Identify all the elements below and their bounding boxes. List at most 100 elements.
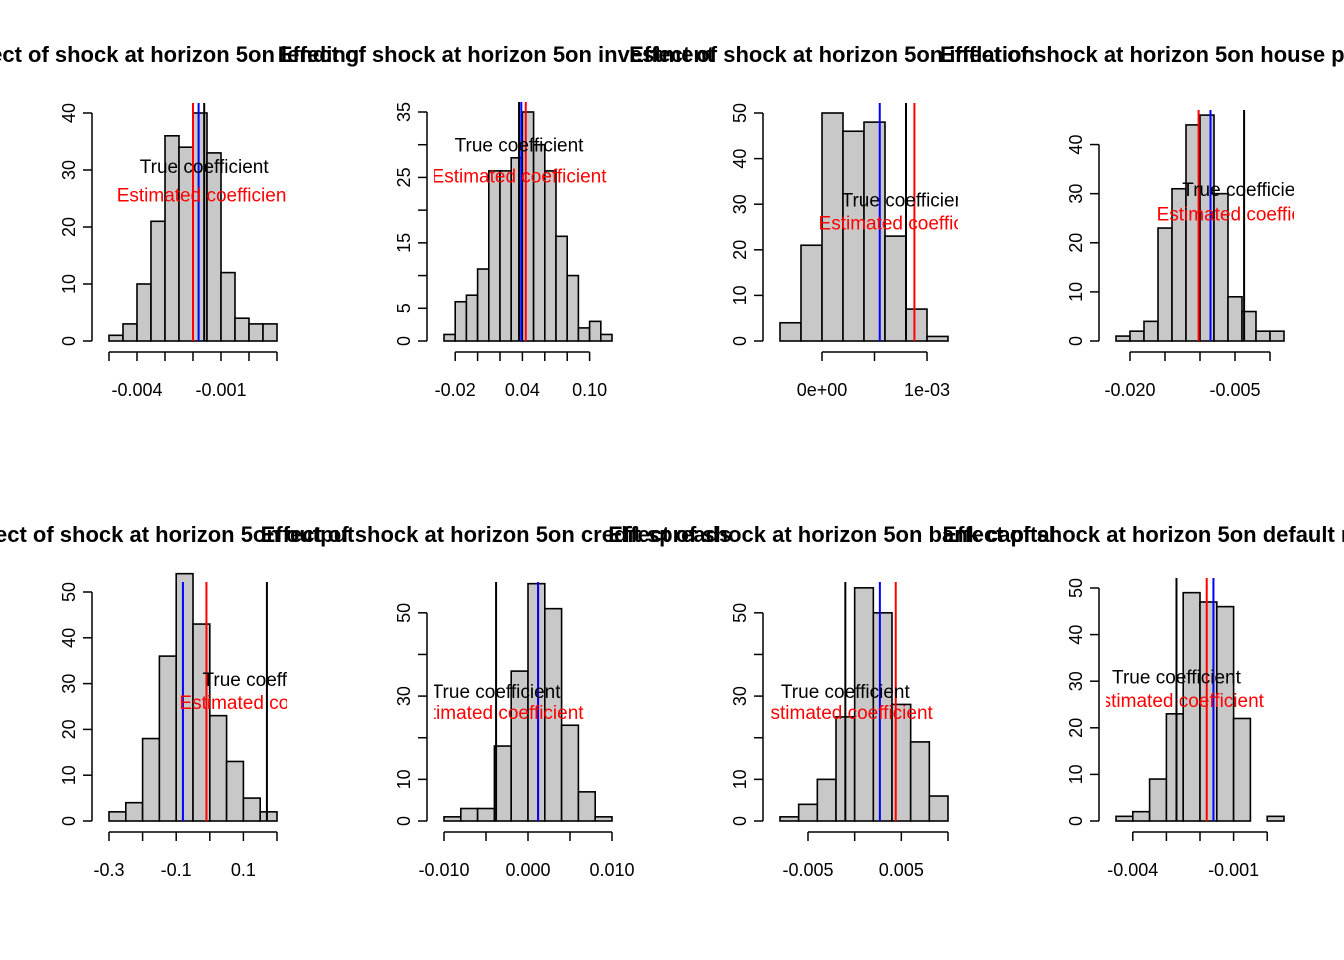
histogram-bar: [141, 737, 161, 822]
y-tick-label: 50: [59, 582, 79, 602]
y-tick-label: 30: [59, 160, 79, 180]
estimated-coefficient-label: Estimated coefficient: [432, 167, 608, 188]
histogram-bar: [465, 294, 479, 342]
y-tick-label: 20: [1066, 233, 1086, 253]
panel-6: Effect of shock at horizon 5on credit sp…: [261, 522, 732, 880]
y-tick-label: 15: [394, 233, 414, 253]
histogram-bar: [909, 741, 931, 822]
histogram-bar: [1216, 605, 1235, 822]
histogram-bar: [1232, 717, 1252, 822]
x-tick-label: -0.001: [1208, 860, 1259, 880]
x-tick-label: -0.001: [195, 380, 246, 400]
y-tick-label: 40: [730, 149, 750, 169]
histogram-bar: [926, 335, 949, 342]
y-tick-label: 10: [1066, 764, 1086, 784]
true-coefficient-label: True coefficient: [202, 670, 332, 691]
y-tick-label: 30: [59, 674, 79, 694]
histogram-bar: [543, 170, 557, 342]
estimated-coefficient-label: Estimated coefficient: [1157, 205, 1333, 226]
histogram-bar: [816, 778, 837, 822]
estimated-coefficient-label: Estimated coefficient: [179, 693, 355, 714]
estimated-coefficient-label: Estimated coefficient: [1089, 691, 1265, 712]
x-tick-label: -0.1: [161, 860, 192, 880]
x-tick-label: 1e-03: [904, 380, 950, 400]
histogram-bar: [842, 130, 865, 342]
y-tick-label: 0: [59, 816, 79, 826]
panel-3: Effect of shock at horizon 5on inflation…: [629, 42, 1035, 400]
panel-2: Effect of shock at horizon 5on investmen…: [278, 42, 715, 400]
y-tick-label: 0: [394, 336, 414, 346]
histogram-bar: [560, 724, 580, 822]
histogram-bar: [779, 816, 800, 822]
histogram-bar: [1241, 310, 1257, 342]
y-tick-label: 5: [394, 303, 414, 313]
panel-title: Effect of shock at horizon 5on credit sp…: [261, 522, 732, 547]
histogram-bar: [797, 803, 819, 822]
histogram-bar: [1227, 295, 1243, 342]
y-tick-label: 10: [730, 285, 750, 305]
histogram-bar: [108, 334, 124, 342]
histogram-bar: [1148, 778, 1168, 822]
x-tick-label: -0.02: [435, 380, 476, 400]
panel-title: Effect of shock at horizon 5on default r…: [942, 522, 1344, 547]
y-tick-label: 10: [1066, 282, 1086, 302]
estimated-coefficient-label: Estimated coefficient: [758, 703, 934, 724]
y-tick-label: 20: [59, 719, 79, 739]
panel-4: Effect of shock at horizon 5on house pri…: [940, 42, 1344, 400]
y-tick-label: 25: [394, 167, 414, 187]
histogram-bar: [499, 170, 512, 342]
histogram-bar: [1213, 192, 1229, 342]
true-coefficient-label: True coefficient: [455, 135, 585, 156]
histogram-bar: [1132, 810, 1151, 822]
histogram-bar: [1269, 330, 1285, 342]
histogram-bar: [800, 244, 823, 342]
y-tick-label: 10: [59, 765, 79, 785]
histogram-bar: [1266, 815, 1285, 822]
y-tick-label: 0: [730, 336, 750, 346]
y-tick-label: 40: [1066, 625, 1086, 645]
y-tick-label: 50: [1066, 578, 1086, 598]
y-tick-label: 50: [730, 603, 750, 623]
panel-title: Effect of shock at horizon 5on bank capi…: [608, 522, 1055, 547]
panel-title: Effect of shock at horizon 5on inflation: [629, 42, 1035, 67]
y-tick-label: 10: [59, 274, 79, 294]
y-tick-label: 20: [59, 217, 79, 237]
panel-5: Effect of shock at horizon 5on output 0 10…: [0, 522, 355, 880]
histogram-bar: [1157, 227, 1173, 342]
estimated-coefficient-label: Estimated coefficient: [409, 703, 585, 724]
y-tick-label: 30: [730, 194, 750, 214]
x-tick-label: -0.010: [418, 860, 469, 880]
histogram-bar: [262, 323, 278, 342]
estimated-coefficient-label: Estimated coefficient: [819, 213, 995, 234]
histogram-bar: [242, 797, 261, 822]
histogram-bar: [476, 807, 496, 822]
panel-title: Effect of shock at horizon 5on lending: [0, 42, 359, 67]
histogram-bar: [1165, 713, 1185, 822]
histogram-bar: [599, 333, 613, 342]
y-tick-label: 0: [1066, 336, 1086, 346]
x-tick-label: 0.04: [505, 380, 540, 400]
x-tick-label: 0.1: [231, 860, 256, 880]
x-tick-label: -0.004: [111, 380, 162, 400]
y-tick-label: 10: [394, 769, 414, 789]
histogram-bar: [588, 320, 602, 342]
histogram-bar: [577, 327, 591, 342]
histogram-bar: [779, 321, 802, 342]
y-tick-label: 35: [394, 102, 414, 122]
histogram-bar: [577, 791, 597, 822]
y-tick-label: 50: [730, 103, 750, 123]
histogram-bar: [487, 170, 501, 342]
histogram-bar: [555, 235, 568, 342]
y-tick-label: 0: [59, 336, 79, 346]
y-tick-label: 0: [394, 816, 414, 826]
y-tick-label: 0: [730, 816, 750, 826]
histogram-bar: [225, 760, 245, 822]
estimated-coefficient-label: Estimated coefficient: [117, 185, 293, 206]
x-tick-label: -0.005: [1209, 380, 1260, 400]
histogram-bar: [566, 274, 580, 342]
histogram-bar: [220, 271, 236, 342]
x-tick-label: 0.000: [505, 860, 550, 880]
panel-1: Effect of shock at horizon 5on lending 0 1…: [0, 42, 359, 400]
y-tick-label: 50: [394, 603, 414, 623]
